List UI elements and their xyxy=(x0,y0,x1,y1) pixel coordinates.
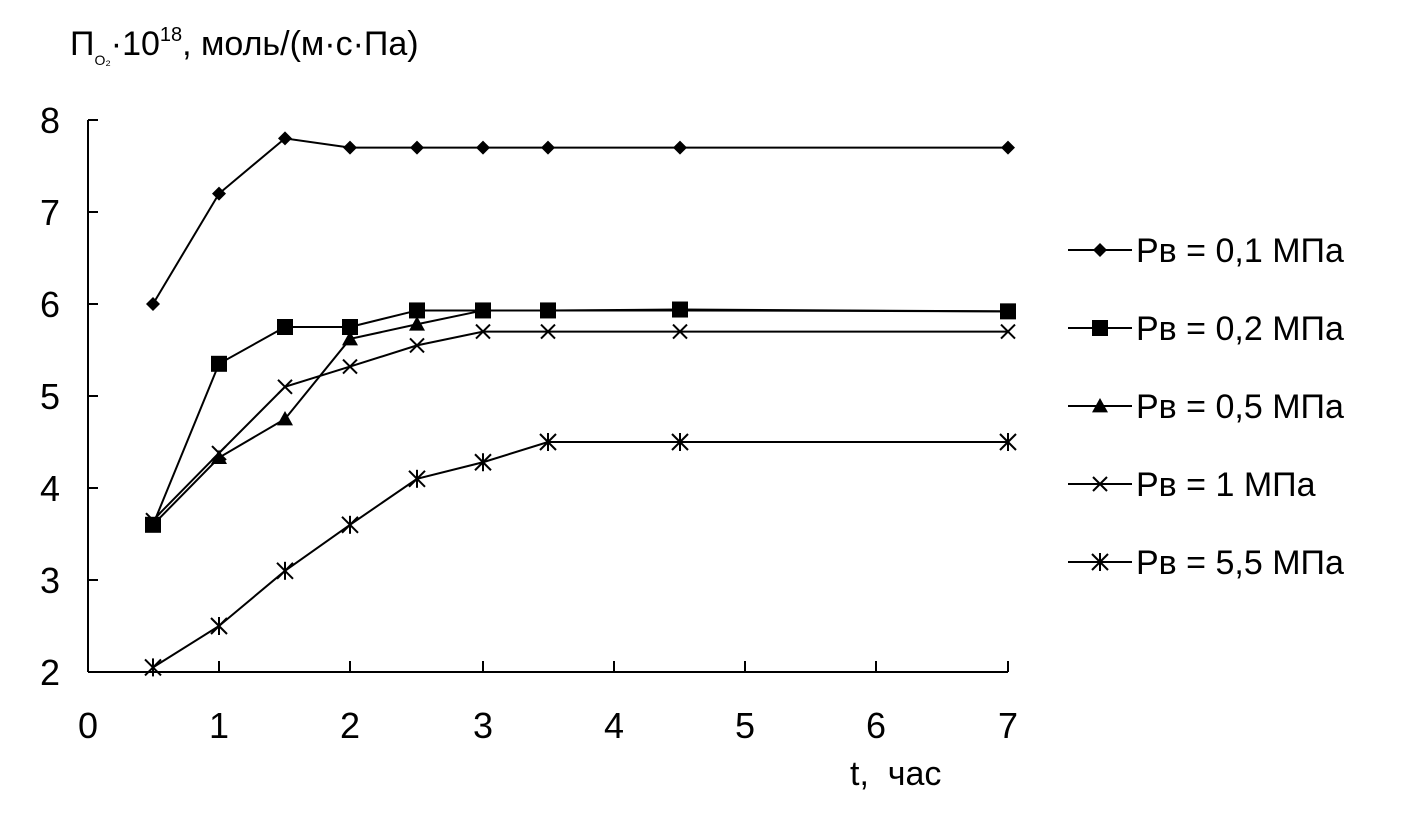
x-tick-label: 5 xyxy=(735,705,755,746)
data-point-star xyxy=(474,453,492,472)
series-5 xyxy=(144,433,1017,677)
data-point-star xyxy=(341,515,359,534)
data-point-diamond xyxy=(1093,243,1107,257)
data-point-x xyxy=(1092,476,1108,492)
legend-item: Рв = 0,2 МПа xyxy=(1068,310,1344,348)
x-tick-label: 6 xyxy=(866,705,886,746)
data-point-x xyxy=(342,358,358,375)
data-point-triangle xyxy=(1092,398,1108,413)
data-point-diamond xyxy=(541,140,555,155)
data-point-star xyxy=(408,469,426,488)
y-axis-label-suffix: , моль/(м·с·Па) xyxy=(182,25,418,63)
data-point-diamond xyxy=(212,186,226,201)
x-tick-label: 2 xyxy=(340,705,360,746)
series-1 xyxy=(146,131,1015,311)
y-axis-label-superscript: 18 xyxy=(160,24,182,46)
data-point-diamond xyxy=(1001,140,1015,155)
data-point-triangle xyxy=(145,516,161,532)
x-axis-label: t, час xyxy=(850,755,941,793)
y-tick-label: 2 xyxy=(40,652,60,693)
legend-item: Рв = 0,1 МПа xyxy=(1068,232,1344,270)
data-point-triangle xyxy=(1000,303,1016,318)
legend-label: Рв = 5,5 МПа xyxy=(1136,544,1344,582)
x-tick-label: 3 xyxy=(473,705,493,746)
data-point-x xyxy=(211,445,227,461)
legend-label: Рв = 0,2 МПа xyxy=(1136,310,1344,348)
data-point-diamond xyxy=(410,140,424,155)
x-axis-label-unit: , час xyxy=(859,755,941,793)
data-point-x xyxy=(409,337,425,354)
legend-item: Рв = 0,5 МПа xyxy=(1068,388,1344,426)
y-axis-label-prefix: П xyxy=(70,25,94,63)
series-line xyxy=(152,137,1008,305)
data-point-triangle xyxy=(475,302,491,317)
data-point-x xyxy=(475,323,491,340)
x-tick-label: 0 xyxy=(78,705,98,746)
x-tick-label: 7 xyxy=(998,705,1018,746)
data-point-square xyxy=(409,302,425,319)
legend-label: Рв = 1 МПа xyxy=(1136,466,1316,504)
y-tick-label: 4 xyxy=(40,468,60,509)
data-point-x xyxy=(145,512,161,528)
series-line xyxy=(152,441,1008,669)
x-tick-label: 4 xyxy=(604,705,624,746)
data-point-star xyxy=(539,433,557,451)
legend-item: Рв = 5,5 МПа xyxy=(1068,544,1344,582)
data-point-triangle xyxy=(211,449,227,465)
data-point-diamond xyxy=(673,140,687,155)
series-3 xyxy=(145,302,1016,532)
legend-label: Рв = 0,1 МПа xyxy=(1136,232,1344,270)
data-point-square xyxy=(211,355,227,372)
data-point-square xyxy=(277,319,293,335)
y-tick-label: 5 xyxy=(40,376,60,417)
legend-label: Рв = 0,5 МПа xyxy=(1136,388,1344,426)
data-point-star xyxy=(276,561,294,580)
plot-series xyxy=(144,131,1017,677)
y-tick-label: 6 xyxy=(40,284,60,325)
data-point-diamond xyxy=(343,140,357,155)
data-point-triangle xyxy=(409,316,425,331)
series-4 xyxy=(145,323,1016,528)
data-point-square xyxy=(1092,320,1108,336)
x-tick-label: 1 xyxy=(209,705,229,746)
data-point-star xyxy=(210,617,228,635)
data-point-triangle xyxy=(672,302,688,317)
y-axis-label-subscript: O₂ xyxy=(94,52,110,68)
data-point-star xyxy=(671,433,689,451)
series-line xyxy=(152,309,1009,526)
data-point-diamond xyxy=(146,297,160,311)
data-point-triangle xyxy=(540,302,556,317)
y-tick-label: 8 xyxy=(40,100,60,141)
data-point-triangle xyxy=(342,330,358,346)
data-point-square xyxy=(342,319,358,335)
data-point-star xyxy=(999,433,1017,451)
data-point-star xyxy=(1091,553,1109,571)
x-axis-label-var: t xyxy=(850,755,860,793)
y-axis-label: ПO₂·1018, моль/(м·с·Па) xyxy=(70,24,419,68)
y-axis-label-multiplier: ·10 xyxy=(111,25,160,63)
legend: Рв = 0,1 МПа Рв = 0,2 МПа Рв = 0,5 МПа Рв =… xyxy=(1068,232,1344,582)
data-point-star xyxy=(144,658,162,677)
series-2 xyxy=(145,301,1016,533)
data-point-triangle xyxy=(277,411,293,426)
y-tick-label: 7 xyxy=(40,192,60,233)
series-line xyxy=(152,330,1008,521)
data-point-x xyxy=(540,323,556,340)
data-point-x xyxy=(672,323,688,340)
data-point-x xyxy=(277,379,293,395)
series-line xyxy=(152,308,1009,526)
y-ticks: 2 3 4 5 6 7 8 xyxy=(40,100,98,693)
data-point-diamond xyxy=(278,131,292,146)
y-tick-label: 3 xyxy=(40,560,60,601)
data-point-x xyxy=(1000,323,1016,340)
legend-item: Рв = 1 МПа xyxy=(1068,466,1316,504)
x-ticks: 0 1 2 3 4 5 6 7 xyxy=(78,661,1018,746)
data-point-diamond xyxy=(476,140,490,155)
